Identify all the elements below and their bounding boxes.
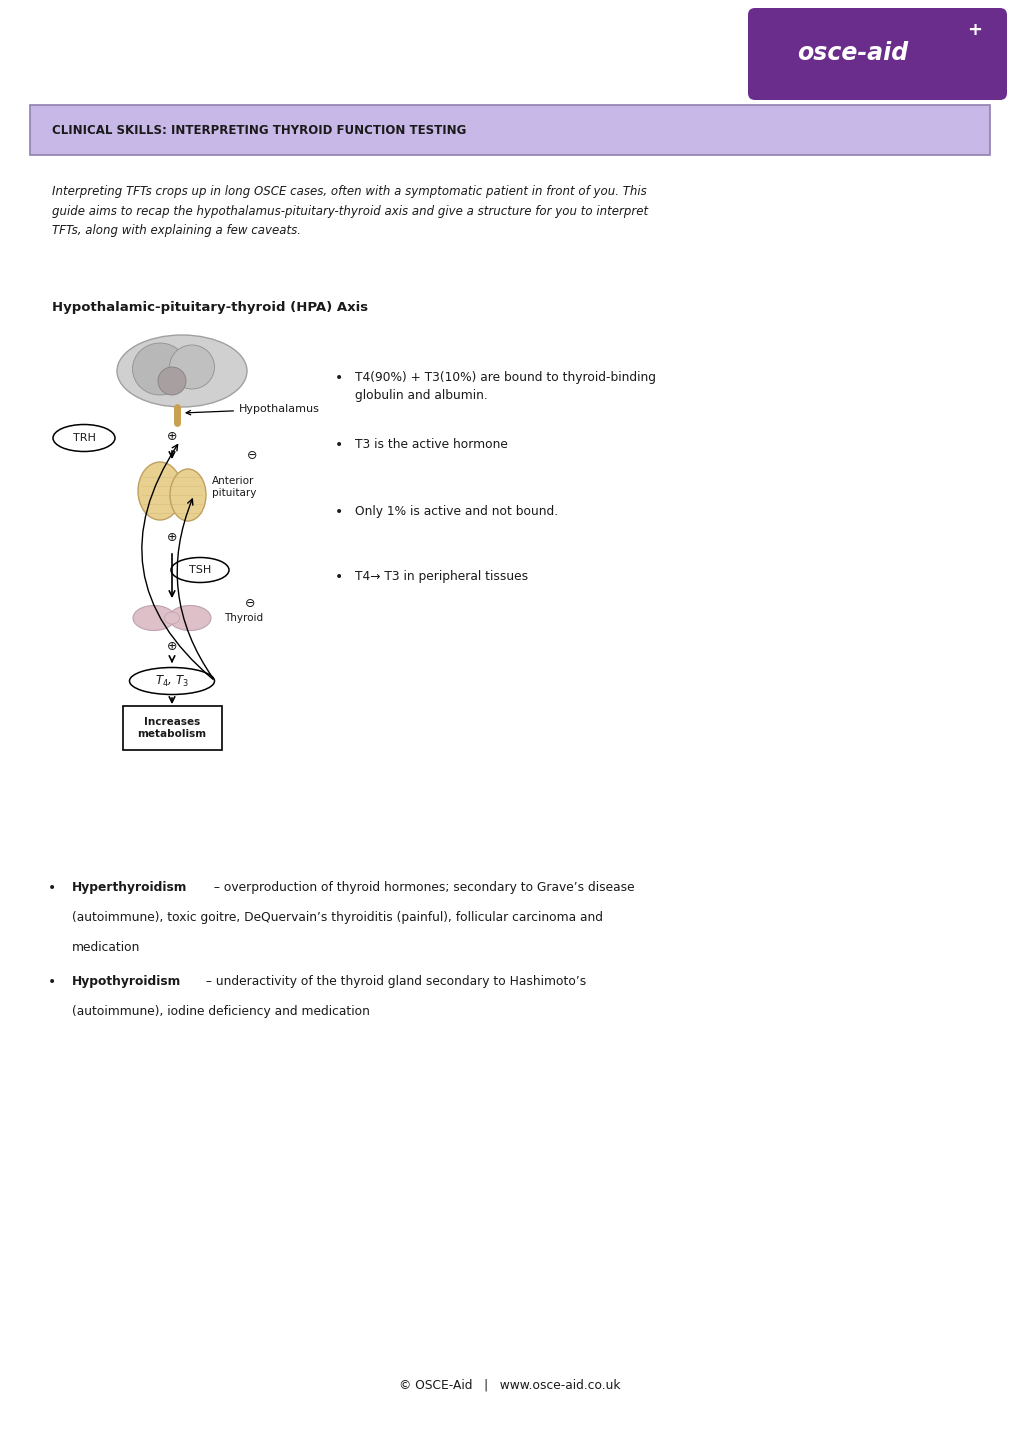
Text: Increases
metabolism: Increases metabolism: [138, 717, 207, 739]
Ellipse shape: [158, 367, 185, 395]
Text: •: •: [48, 882, 56, 895]
FancyBboxPatch shape: [30, 105, 989, 154]
Text: Only 1% is active and not bound.: Only 1% is active and not bound.: [355, 505, 557, 518]
Ellipse shape: [117, 335, 247, 407]
Ellipse shape: [170, 469, 206, 521]
Ellipse shape: [171, 557, 229, 583]
FancyBboxPatch shape: [122, 706, 221, 750]
Text: ⊖: ⊖: [245, 596, 255, 609]
Text: +: +: [967, 22, 981, 39]
Text: ⊕: ⊕: [166, 531, 177, 544]
Text: Hypothalamic-pituitary-thyroid (HPA) Axis: Hypothalamic-pituitary-thyroid (HPA) Axi…: [52, 302, 368, 315]
Ellipse shape: [129, 668, 214, 694]
Text: ⊖: ⊖: [247, 449, 257, 462]
Text: Hyperthyroidism: Hyperthyroidism: [72, 882, 187, 895]
Text: T4(90%) + T3(10%) are bound to thyroid-binding
globulin and albumin.: T4(90%) + T3(10%) are bound to thyroid-b…: [355, 371, 655, 403]
Text: •: •: [334, 570, 343, 584]
Text: Hypothalamus: Hypothalamus: [186, 404, 320, 416]
Text: •: •: [334, 505, 343, 519]
Text: (autoimmune), toxic goitre, DeQuervain’s thyroiditis (painful), follicular carci: (autoimmune), toxic goitre, DeQuervain’s…: [72, 911, 602, 924]
Text: Hypothyroidism: Hypothyroidism: [72, 975, 181, 988]
Text: – overproduction of thyroid hormones; secondary to Grave’s disease: – overproduction of thyroid hormones; se…: [210, 882, 634, 895]
Text: T4→ T3 in peripheral tissues: T4→ T3 in peripheral tissues: [355, 570, 528, 583]
Text: – underactivity of the thyroid gland secondary to Hashimoto’s: – underactivity of the thyroid gland sec…: [202, 975, 586, 988]
Text: medication: medication: [72, 941, 141, 954]
Ellipse shape: [169, 606, 211, 631]
Text: TSH: TSH: [189, 566, 211, 574]
Text: CLINICAL SKILLS: INTERPRETING THYROID FUNCTION TESTING: CLINICAL SKILLS: INTERPRETING THYROID FU…: [52, 124, 466, 137]
Ellipse shape: [53, 424, 115, 452]
Ellipse shape: [138, 462, 181, 519]
Text: ⊕: ⊕: [166, 430, 177, 443]
FancyBboxPatch shape: [747, 9, 1006, 100]
Text: (autoimmune), iodine deficiency and medication: (autoimmune), iodine deficiency and medi…: [72, 1004, 370, 1017]
Text: •: •: [334, 439, 343, 452]
Text: •: •: [48, 975, 56, 988]
Ellipse shape: [132, 606, 175, 631]
Ellipse shape: [169, 345, 214, 390]
Text: ⊕: ⊕: [166, 639, 177, 652]
Text: © OSCE-Aid   |   www.osce-aid.co.uk: © OSCE-Aid | www.osce-aid.co.uk: [398, 1378, 621, 1391]
Text: osce-aid: osce-aid: [797, 40, 908, 65]
Ellipse shape: [164, 612, 179, 623]
Text: Interpreting TFTs crops up in long OSCE cases, often with a symptomatic patient : Interpreting TFTs crops up in long OSCE …: [52, 185, 647, 237]
Text: Anterior
pituitary: Anterior pituitary: [212, 476, 256, 498]
Ellipse shape: [132, 343, 187, 395]
Text: Thyroid: Thyroid: [224, 613, 263, 623]
Text: •: •: [334, 371, 343, 385]
Text: TRH: TRH: [72, 433, 96, 443]
Text: T3 is the active hormone: T3 is the active hormone: [355, 439, 507, 452]
Text: T$_4$, T$_3$: T$_4$, T$_3$: [155, 674, 189, 688]
